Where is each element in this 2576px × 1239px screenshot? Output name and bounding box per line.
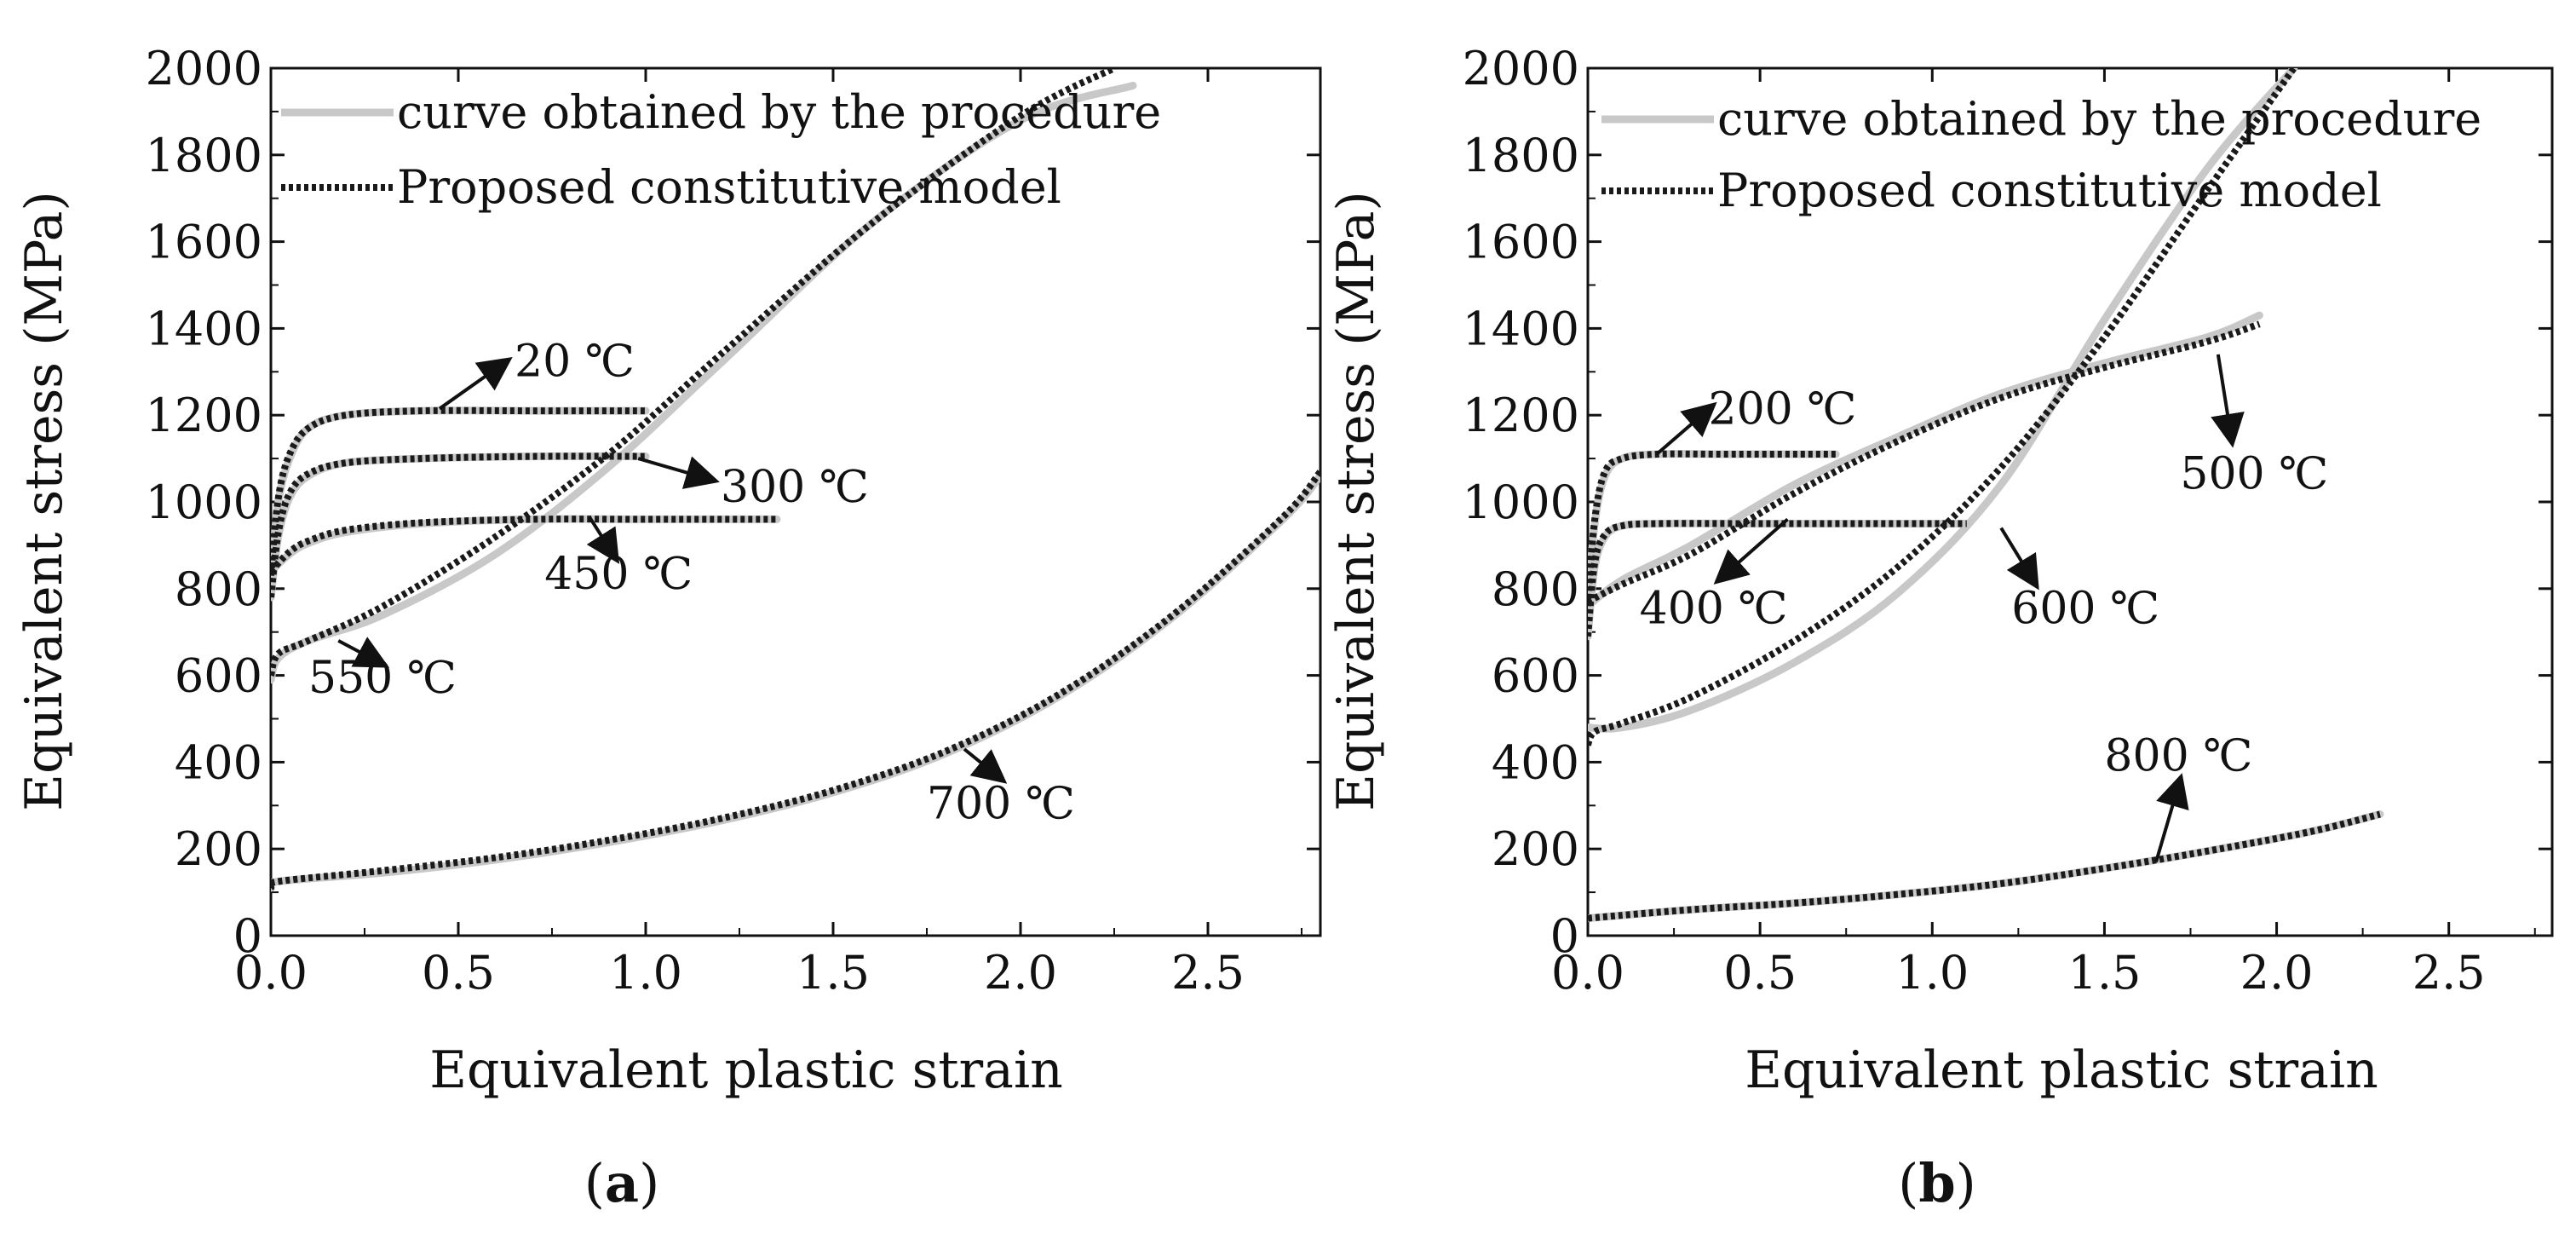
annotations: 200 ℃ 400 ℃ 500 ℃ 600 ℃ 800 ℃ [1640, 354, 2328, 863]
y-tick-label: 600 [1492, 649, 1579, 703]
y-tick-label: 1800 [146, 129, 262, 182]
annotation-label-700: 700 ℃ [927, 779, 1075, 830]
annotation-arrow-400 [1713, 517, 1789, 585]
legend: curve obtained by the procedure Proposed… [1601, 92, 2481, 217]
series-lines [271, 68, 1320, 892]
model-curve-200 [1588, 450, 1837, 607]
x-tick-label: 1.0 [1895, 946, 1969, 1000]
x-tick-label: 0.0 [234, 946, 308, 1000]
y-tick-label: 1200 [146, 389, 262, 442]
annotation-label-550: 550 ℃ [308, 653, 457, 704]
annotation-arrow-600 [1999, 527, 2039, 591]
x-ticks: 0.0 0.5 1.0 1.5 2.0 2.5 [1551, 68, 2536, 1000]
model-curve-300 [271, 452, 647, 598]
x-tick-label: 2.0 [984, 946, 1057, 1000]
annotation-arrow-500 [2211, 354, 2245, 448]
x-tick-label: 2.5 [1171, 946, 1245, 1000]
x-axis-label: Equivalent plastic strain [429, 1040, 1063, 1100]
legend-label-model: Proposed constitutive model [1717, 164, 2382, 217]
y-tick-label: 600 [175, 649, 262, 703]
x-tick-label: 0.0 [1551, 946, 1624, 1000]
model-curve-800 [1588, 810, 2381, 922]
y-tick-label: 200 [1492, 822, 1579, 876]
annotation-label-800: 800 ℃ [2104, 731, 2252, 782]
x-axis-label: Equivalent plastic strain [1745, 1040, 2378, 1100]
y-tick-label: 1600 [1463, 216, 1579, 269]
x-tick-label: 0.5 [422, 946, 495, 1000]
y-tick-label: 1400 [146, 302, 262, 355]
x-tick-label: 2.5 [2412, 946, 2486, 1000]
model-curve-500 [1588, 320, 2261, 605]
y-tick-label: 2000 [146, 42, 262, 95]
y-tick-label: 800 [175, 562, 262, 616]
annotation-arrow-450 [586, 516, 620, 564]
x-tick-label: 2.0 [2240, 946, 2314, 1000]
annotation-arrow-800 [2154, 773, 2189, 863]
annotations: 20 ℃ 300 ℃ 450 ℃ 550 ℃ 700 ℃ [308, 336, 1075, 829]
y-ticks: 0 200 400 600 800 1000 1200 1400 1600 1800 2000 [146, 42, 1320, 963]
annotation-arrow-300 [637, 456, 720, 489]
y-tick-label: 400 [175, 735, 262, 789]
caption-a: (a) [584, 1152, 660, 1214]
legend-label-procedure: curve obtained by the procedure [1717, 92, 2481, 146]
y-tick-label: 1000 [146, 475, 262, 529]
x-tick-label: 0.5 [1723, 946, 1797, 1000]
y-axis-label: Equivalent stress (MPa) [1326, 191, 1386, 811]
model-curve-20 [271, 406, 646, 576]
legend: curve obtained by the procedure Proposed… [281, 85, 1161, 214]
y-tick-label: 400 [1492, 735, 1579, 789]
annotation-arrow-200 [1655, 401, 1717, 456]
annotation-label-20: 20 ℃ [515, 336, 635, 387]
series-lines [1588, 68, 2384, 923]
model-curve-400 [1588, 520, 1967, 637]
annotation-label-500: 500 ℃ [2180, 449, 2328, 500]
annotation-arrow-550 [337, 637, 390, 668]
x-tick-label: 1.0 [609, 946, 682, 1000]
legend-label-procedure: curve obtained by the procedure [397, 85, 1161, 139]
caption-b: (b) [1898, 1152, 1976, 1214]
annotation-label-300: 300 ℃ [721, 462, 869, 513]
procedure-curve-500 [1588, 311, 2263, 610]
chart-panel-b: 0 200 400 600 800 1000 1200 1400 1600 1800 2000 0.… [1326, 42, 2554, 1214]
model-curve-550 [271, 68, 1116, 677]
procedure-curve-400 [1588, 519, 1971, 641]
legend-label-model: Proposed constitutive model [397, 160, 1061, 214]
model-curve-700 [271, 469, 1320, 891]
y-tick-label: 0 [1550, 909, 1579, 963]
chart-panel-a: 0 200 400 600 800 1000 1200 1400 1600 1800 2000 0.… [14, 42, 1322, 1214]
procedure-curve-600 [1588, 68, 2298, 733]
x-tick-label: 1.5 [796, 946, 870, 1000]
y-tick-label: 800 [1492, 562, 1579, 616]
y-tick-label: 200 [175, 822, 262, 876]
y-tick-label: 2000 [1463, 42, 1579, 95]
annotation-label-600: 600 ℃ [2011, 584, 2159, 635]
annotation-arrow-20 [438, 356, 513, 411]
y-tick-label: 1800 [1463, 129, 1579, 182]
y-tick-label: 0 [233, 909, 262, 963]
x-ticks: 0.0 0.5 1.0 1.5 2.0 2.5 [234, 68, 1302, 1000]
y-tick-label: 1000 [1463, 475, 1579, 529]
x-tick-label: 1.5 [2067, 946, 2141, 1000]
y-ticks: 0 200 400 600 800 1000 1200 1400 1600 1800 2000 [1463, 42, 2552, 963]
y-tick-label: 1400 [1463, 302, 1579, 355]
annotation-label-450: 450 ℃ [544, 549, 693, 600]
model-curve-450 [271, 516, 777, 574]
annotation-label-200: 200 ℃ [1709, 383, 1857, 435]
y-tick-label: 1600 [146, 216, 262, 269]
procedure-curve-800 [1588, 810, 2384, 923]
annotation-arrow-700 [963, 747, 1008, 784]
model-curve-600 [1588, 68, 2297, 746]
annotation-label-400: 400 ℃ [1640, 584, 1788, 635]
y-tick-label: 1200 [1463, 389, 1579, 442]
y-axis-label: Equivalent stress (MPa) [14, 191, 74, 811]
procedure-curve-450 [271, 515, 781, 575]
